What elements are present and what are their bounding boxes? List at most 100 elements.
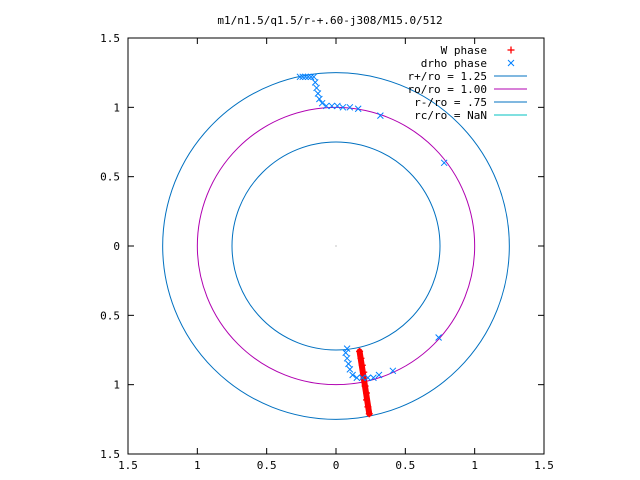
marker-stroke — [346, 366, 354, 373]
marker-stroke — [334, 102, 341, 110]
drho-phase-point — [364, 374, 372, 382]
drho-phase-point — [299, 73, 307, 81]
w-phase-point — [364, 403, 372, 411]
legend-label: drho phase — [421, 57, 487, 70]
marker-stroke — [354, 105, 362, 113]
marker-stroke — [440, 159, 448, 167]
marker-stroke — [311, 79, 319, 86]
drho-phase-point — [358, 374, 366, 382]
drho-phase-point — [435, 334, 442, 341]
drho-phase-point — [440, 159, 448, 167]
marker-stroke — [316, 95, 323, 103]
marker-stroke — [507, 59, 515, 67]
ticks-layer: 1.5 1 0.5 0 0.5 1 1.51.510.500.511.5 — [100, 32, 554, 472]
w-phase-point — [363, 396, 371, 404]
drho-phase-point — [343, 345, 351, 352]
legend-label: ro/ro = 1.00 — [408, 83, 487, 96]
marker-stroke — [377, 112, 384, 120]
marker-stroke — [307, 73, 315, 81]
drho-phase-point — [334, 102, 341, 110]
drho-phase-point — [507, 59, 515, 67]
chart-title: m1/n1.5/q1.5/r-+.60-j308/M15.0/512 — [217, 14, 442, 27]
marker-stroke — [322, 102, 330, 110]
marker-stroke — [346, 103, 354, 111]
w-phase-point — [507, 46, 515, 54]
drho-phase-point — [304, 73, 312, 81]
drho-phase-point — [342, 349, 350, 357]
points-layer — [296, 73, 448, 418]
drho-phase-point — [377, 112, 384, 120]
drho-phase-point — [313, 84, 320, 92]
drho-phase-point — [311, 79, 319, 86]
drho-phase-point — [339, 103, 347, 111]
drho-phase-point — [310, 73, 318, 81]
legend-label: r+/ro = 1.25 — [408, 70, 487, 83]
drho-phase-point — [316, 95, 323, 103]
legend-label: rc/ro = NaN — [414, 109, 487, 122]
marker-stroke — [435, 334, 442, 341]
marker-stroke — [318, 99, 326, 107]
drho-phase-point — [296, 73, 304, 81]
w-phase-point — [357, 354, 365, 362]
marker-stroke — [313, 84, 320, 92]
marker-stroke — [302, 73, 309, 81]
drho-phase-point — [375, 371, 383, 379]
x-tick-label: 0.5 — [257, 459, 277, 472]
drho-phase-point — [354, 105, 362, 113]
drho-phase-point — [370, 374, 377, 382]
marker-stroke — [370, 374, 377, 382]
marker-stroke — [296, 73, 304, 81]
drho-phase-point — [322, 102, 330, 110]
marker-stroke — [353, 374, 361, 382]
marker-stroke — [339, 103, 347, 111]
y-tick-label: 0.5 — [100, 171, 120, 184]
marker-stroke — [349, 371, 356, 379]
marker-stroke — [389, 367, 397, 375]
w-phase-point — [356, 347, 364, 355]
drho-phase-point — [343, 354, 351, 362]
marker-stroke — [328, 102, 336, 110]
y-tick-label: 1.5 — [100, 32, 120, 45]
origin-point — [335, 245, 337, 247]
x-tick-label: 1.5 — [118, 459, 138, 472]
drho-phase-point — [349, 371, 356, 379]
y-tick-label: 0.5 — [100, 309, 120, 322]
drho-phase-point — [302, 73, 309, 81]
drho-phase-point — [353, 374, 361, 382]
ring-1_25 — [162, 72, 510, 420]
drho-phase-point — [346, 103, 354, 111]
x-tick-label: 1 — [194, 459, 201, 472]
w-phase-point — [365, 410, 373, 418]
w-phase-point — [363, 389, 371, 397]
drho-phase-point — [346, 366, 354, 373]
drho-phase-point — [328, 102, 336, 110]
marker-stroke — [314, 90, 322, 97]
drho-phase-point — [389, 367, 397, 375]
marker-stroke — [342, 349, 350, 357]
ring-0_75 — [231, 141, 441, 351]
x-tick-label: 0 — [333, 459, 340, 472]
marker-stroke — [358, 374, 366, 382]
marker-stroke — [343, 345, 351, 352]
marker-stroke — [343, 354, 351, 362]
legend-label: W phase — [441, 44, 487, 57]
marker-stroke — [310, 73, 318, 81]
x-tick-label: 1.5 — [534, 459, 554, 472]
legend-label: r-/ro = .75 — [414, 96, 487, 109]
y-tick-label: 0 — [113, 240, 120, 253]
y-tick-label: 1.5 — [100, 448, 120, 461]
x-tick-label: 0.5 — [395, 459, 415, 472]
drho-phase-point — [345, 360, 352, 368]
marker-stroke — [345, 360, 352, 368]
x-tick-label: 1 — [471, 459, 478, 472]
marker-stroke — [364, 374, 372, 382]
w-phase-point — [361, 382, 369, 390]
marker-stroke — [375, 371, 383, 379]
marker-stroke — [304, 73, 312, 81]
drho-phase-point — [314, 90, 322, 97]
drho-phase-point — [307, 73, 315, 81]
w-phase-point — [360, 368, 368, 376]
y-tick-label: 1 — [113, 379, 120, 392]
